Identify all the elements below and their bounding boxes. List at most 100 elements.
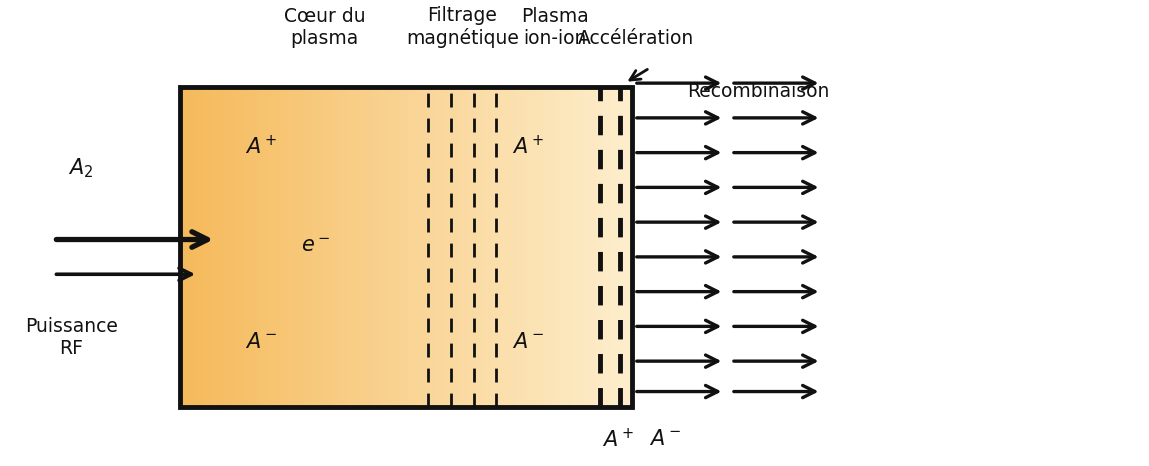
Bar (464, 88, 468, 407)
Bar (525, 88, 529, 407)
Bar (193, 88, 196, 407)
Bar (449, 88, 452, 407)
Bar (211, 88, 215, 407)
Bar (386, 88, 388, 407)
Bar (408, 88, 411, 407)
Bar (602, 88, 606, 407)
Bar (442, 88, 445, 407)
Bar (532, 88, 535, 407)
Bar (333, 88, 337, 407)
Bar (324, 88, 327, 407)
Bar (586, 88, 589, 407)
Bar (356, 88, 360, 407)
Bar (225, 88, 229, 407)
Bar (517, 88, 519, 407)
Bar (620, 88, 624, 407)
Bar (419, 88, 423, 407)
Bar (569, 88, 572, 407)
Bar (534, 88, 538, 407)
Bar (503, 88, 507, 407)
Bar (424, 88, 427, 407)
Bar (537, 88, 540, 407)
Bar (244, 88, 247, 407)
Bar (460, 88, 463, 407)
Bar (295, 88, 299, 407)
Bar (623, 88, 626, 407)
Bar (239, 88, 242, 407)
Bar (607, 88, 610, 407)
Bar (230, 88, 233, 407)
Bar (387, 88, 391, 407)
Bar (571, 88, 574, 407)
Bar (445, 88, 447, 407)
Bar (361, 88, 364, 407)
Bar (600, 88, 603, 407)
Bar (410, 88, 414, 407)
Bar (564, 88, 568, 407)
Bar (433, 88, 437, 407)
Bar (417, 88, 421, 407)
Bar (453, 88, 456, 407)
Bar (288, 88, 292, 407)
Bar (216, 88, 219, 407)
Bar (611, 88, 615, 407)
Text: $A^+$: $A^+$ (245, 135, 278, 158)
Bar (365, 88, 369, 407)
Bar (223, 88, 226, 407)
Bar (539, 88, 542, 407)
Bar (429, 88, 432, 407)
Bar (368, 88, 371, 407)
Bar (403, 88, 407, 407)
Bar (300, 88, 303, 407)
Bar (372, 88, 376, 407)
Bar (578, 88, 580, 407)
Bar (435, 88, 439, 407)
Bar (512, 88, 515, 407)
Text: $e^-$: $e^-$ (301, 236, 330, 256)
Bar (370, 88, 373, 407)
Text: $A^+$: $A^+$ (602, 428, 634, 451)
Bar (476, 88, 479, 407)
Bar (237, 88, 240, 407)
Bar (279, 88, 283, 407)
Bar (553, 88, 556, 407)
Bar (263, 88, 267, 407)
Bar (347, 88, 350, 407)
Text: Puissance
RF: Puissance RF (25, 317, 118, 358)
Bar (291, 88, 294, 407)
Bar (316, 88, 318, 407)
Text: $A_2$: $A_2$ (68, 156, 93, 179)
Bar (431, 88, 434, 407)
Bar (597, 88, 601, 407)
Bar (256, 88, 260, 407)
Bar (187, 88, 190, 407)
Bar (483, 88, 486, 407)
Bar (195, 88, 199, 407)
Bar (342, 88, 346, 407)
Bar (557, 88, 561, 407)
Text: $A^-$: $A^-$ (649, 429, 681, 449)
Bar (508, 88, 510, 407)
Bar (298, 88, 301, 407)
Bar (205, 88, 208, 407)
Bar (438, 88, 441, 407)
Bar (560, 88, 563, 407)
Bar (248, 88, 250, 407)
Bar (580, 88, 583, 407)
Bar (286, 88, 290, 407)
Bar (307, 88, 310, 407)
Bar (180, 88, 632, 407)
Bar (302, 88, 306, 407)
Bar (466, 88, 470, 407)
Bar (510, 88, 512, 407)
Bar (185, 88, 187, 407)
Bar (614, 88, 617, 407)
Bar (478, 88, 481, 407)
Bar (527, 88, 531, 407)
Bar (218, 88, 222, 407)
Bar (381, 88, 384, 407)
Bar (221, 88, 224, 407)
Bar (609, 88, 612, 407)
Bar (584, 88, 587, 407)
Bar (379, 88, 381, 407)
